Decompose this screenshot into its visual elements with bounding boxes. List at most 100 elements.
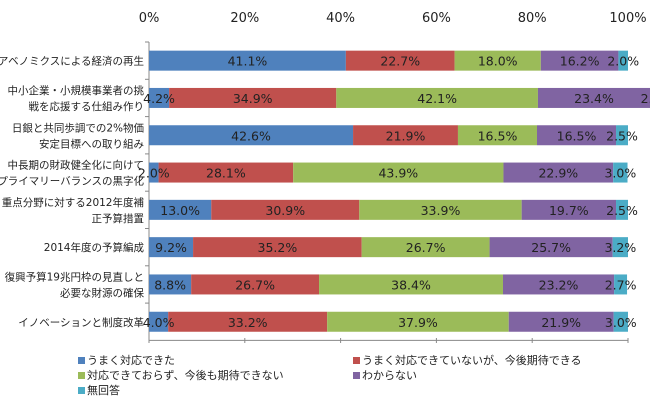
bar-segment: [149, 87, 170, 108]
data-label: 43.9%: [378, 166, 418, 181]
data-label: 3.2%: [604, 240, 636, 255]
x-tick-label: 80%: [518, 11, 547, 26]
bar-segment: [327, 311, 509, 332]
legend-item: 無回答: [78, 382, 120, 398]
bar-segment: [612, 237, 628, 258]
data-label: 4.2%: [143, 91, 175, 106]
legend-label: うまく対応できていないが、今後期待できる: [362, 354, 582, 367]
bar-segment: [537, 87, 650, 108]
legend-item: うまく対応できていないが、今後期待できる: [353, 352, 582, 368]
bar-segment: [193, 237, 362, 258]
data-label: 16.2%: [560, 54, 600, 69]
data-label: 41.1%: [228, 54, 268, 69]
data-label: 2.5%: [606, 128, 638, 143]
legend-item: うまく対応できた: [78, 352, 175, 368]
bar-segment: [613, 311, 628, 332]
legend-label: 無回答: [87, 384, 120, 397]
data-label: 3.0%: [605, 315, 637, 330]
data-label: 21.9%: [541, 315, 581, 330]
data-label: 16.5%: [478, 128, 518, 143]
data-label: 19.7%: [549, 203, 589, 218]
data-label: 25.7%: [531, 240, 571, 255]
bar-segment: [616, 199, 628, 220]
bar-segment: [149, 125, 354, 146]
data-label: 33.2%: [228, 315, 268, 330]
legend-swatch: [78, 371, 85, 379]
data-label: 26.7%: [406, 240, 446, 255]
data-label: 26.7%: [235, 277, 275, 292]
category-label: アベノミクスによる経済の再生: [0, 55, 144, 68]
x-tick-label: 0%: [139, 11, 160, 26]
bar-segment: [614, 274, 628, 295]
data-label: 34.9%: [233, 91, 273, 106]
bar-segment: [169, 87, 337, 108]
legend-item: 対応できておらず、今後も期待できない: [78, 367, 284, 383]
legend-item: わからない: [353, 367, 417, 383]
data-label: 8.8%: [154, 277, 186, 292]
legend-swatch: [353, 356, 360, 364]
category-label: 中長期の財政健全化に向けて: [8, 159, 145, 172]
legend-swatch: [78, 386, 85, 394]
data-label: 3.0%: [604, 166, 636, 181]
bar-segment: [149, 311, 169, 332]
data-label: 9.2%: [155, 240, 187, 255]
data-label: 2.7%: [641, 91, 650, 106]
data-label: 22.7%: [380, 54, 420, 69]
x-tick-label: 40%: [326, 11, 355, 26]
category-label: 復興予算19兆円枠の見直しと: [5, 270, 144, 283]
bar-segment: [540, 50, 619, 71]
bar-segment: [149, 50, 346, 71]
category-label: 戦を応援する仕組み作り: [29, 100, 145, 113]
bar-segment: [521, 199, 617, 220]
category-label: 安定目標への取り組み: [39, 137, 144, 150]
legend-label: 対応できておらず、今後も期待できない: [87, 369, 284, 382]
bar-segment: [502, 274, 615, 295]
data-label: 42.1%: [417, 91, 457, 106]
bar-segment: [336, 87, 538, 108]
category-label: 日銀と共同歩調での2%物価: [12, 121, 144, 134]
category-label: イノベーションと制度改革: [18, 316, 144, 329]
data-label: 23.2%: [539, 277, 579, 292]
bar-segment: [361, 237, 490, 258]
bar-segment: [616, 125, 628, 146]
data-label: 28.1%: [206, 166, 246, 181]
data-label: 42.6%: [231, 128, 271, 143]
data-label: 21.9%: [386, 128, 426, 143]
category-label: 2014年度の予算編成: [44, 241, 145, 254]
bar-segment: [345, 50, 455, 71]
bar-segment: [149, 274, 192, 295]
x-tick-label: 100%: [609, 11, 646, 26]
legend-swatch: [78, 356, 85, 364]
category-label: 中小企業・小規模事業者の挑: [8, 84, 145, 97]
data-label: 38.4%: [391, 277, 431, 292]
data-label: 33.9%: [421, 203, 461, 218]
legend-label: わからない: [362, 369, 417, 382]
bar-segment: [536, 125, 617, 146]
bar-segment: [149, 237, 194, 258]
bar-segment: [191, 274, 320, 295]
category-label: 正予算措置: [92, 212, 145, 225]
legend-label: うまく対応できた: [87, 354, 175, 367]
bar-segment: [149, 199, 212, 220]
bar-segment: [168, 311, 328, 332]
x-tick-label: 60%: [422, 11, 451, 26]
bar-segment: [508, 311, 614, 332]
data-label: 18.0%: [478, 54, 518, 69]
bar-segment: [489, 237, 613, 258]
bar-segment: [457, 125, 537, 146]
data-label: 16.5%: [557, 128, 597, 143]
data-label: 35.2%: [258, 240, 298, 255]
data-label: 2.5%: [606, 203, 638, 218]
bar-segment: [613, 162, 628, 183]
bar-segment: [353, 125, 458, 146]
data-label: 2.0%: [138, 166, 170, 181]
bar-segment: [211, 199, 360, 220]
data-label: 4.0%: [143, 315, 175, 330]
data-label: 22.9%: [538, 166, 578, 181]
data-label: 13.0%: [160, 203, 200, 218]
legend-swatch: [353, 371, 360, 379]
bar-segment: [503, 162, 614, 183]
category-label: プライマリーバランスの黒字化: [0, 175, 144, 188]
